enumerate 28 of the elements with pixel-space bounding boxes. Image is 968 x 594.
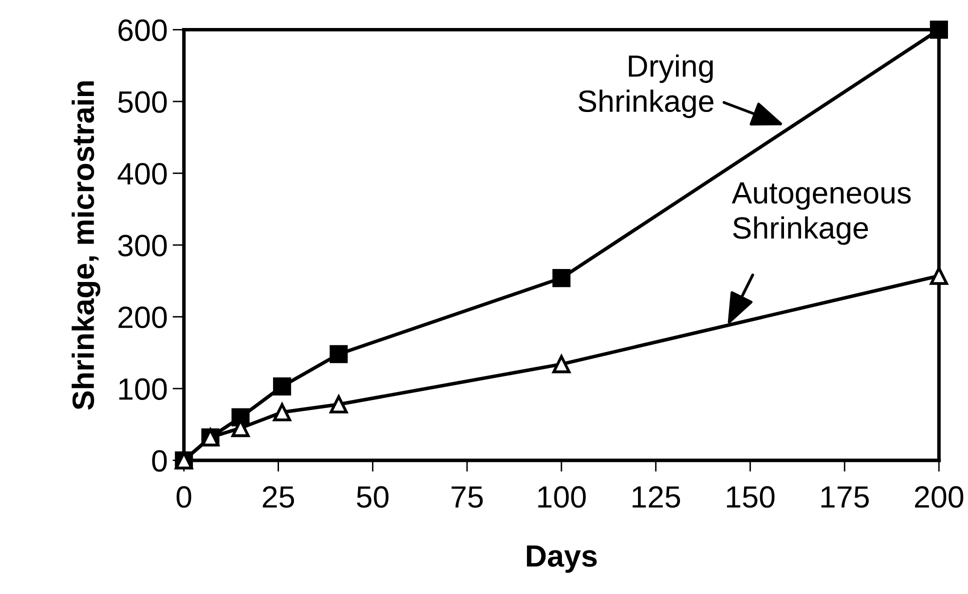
y-tick-label: 300 xyxy=(118,234,167,256)
y-tick-label: 0 xyxy=(152,450,167,472)
y-axis-title: Shrinkage, microstrain xyxy=(72,81,100,410)
point xyxy=(330,345,348,364)
y-tick-label: 400 xyxy=(118,162,167,185)
point xyxy=(552,269,570,288)
x-tick-label: 150 xyxy=(727,486,774,508)
x-tick-label: 100 xyxy=(538,486,586,508)
x-tick-label: 75 xyxy=(452,486,483,508)
y-tick-label: 600 xyxy=(118,19,167,42)
point xyxy=(930,20,948,39)
x-axis-title: Days xyxy=(526,546,597,573)
point xyxy=(552,355,570,374)
x-tick-label: 50 xyxy=(356,486,388,508)
y-tick-label: 100 xyxy=(119,378,167,400)
annotation: Autogeneous Shrinkage xyxy=(732,182,911,245)
x-tick-label: 25 xyxy=(262,486,294,508)
x-tick-label: 200 xyxy=(915,486,964,508)
x-tick-label: 0 xyxy=(176,486,192,508)
point xyxy=(273,403,292,422)
point xyxy=(273,377,292,396)
x-tick-label: 175 xyxy=(821,486,869,508)
annotation: Drying Shrinkage xyxy=(578,54,714,118)
y-tick-label: 200 xyxy=(118,306,167,328)
x-tick-label: 125 xyxy=(632,486,680,508)
y-tick-label: 500 xyxy=(118,91,167,113)
point xyxy=(330,395,348,414)
point xyxy=(930,266,948,285)
